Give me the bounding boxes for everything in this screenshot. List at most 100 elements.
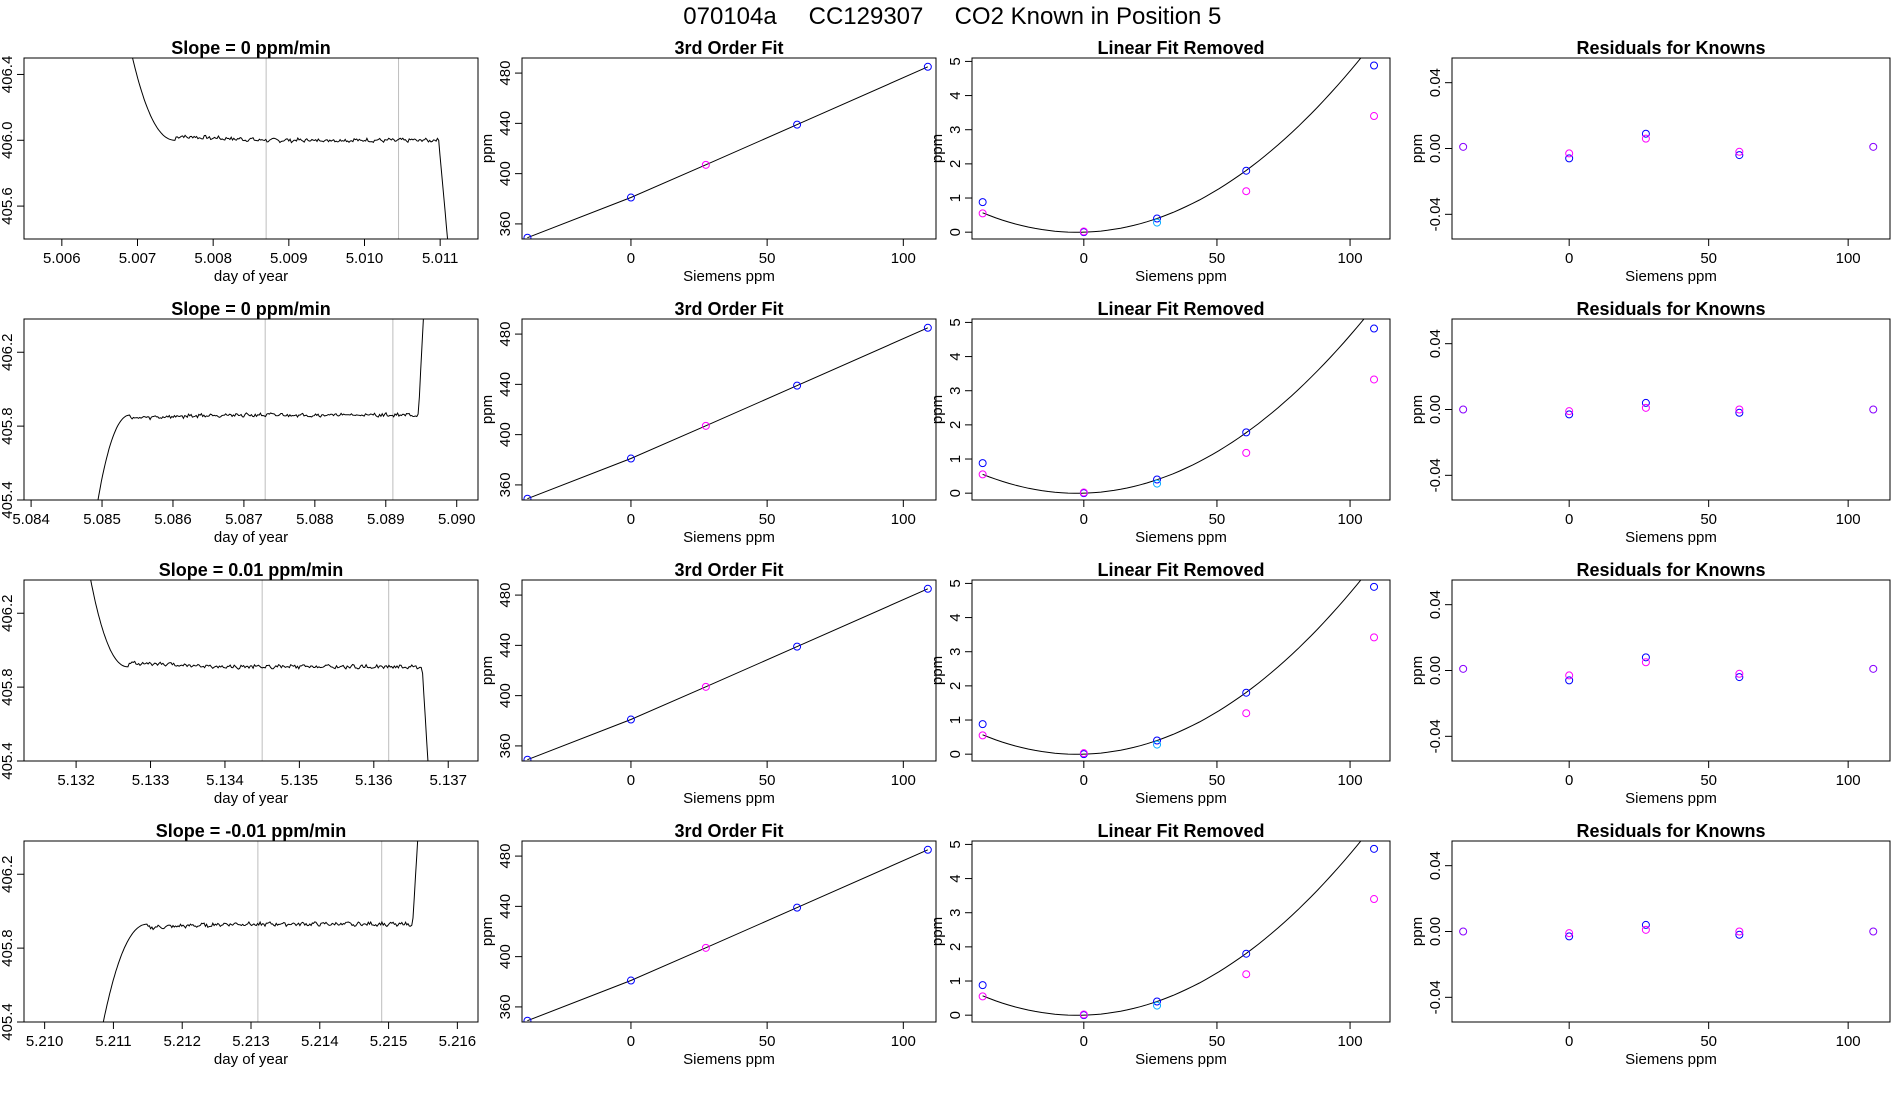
data-point: [1641, 658, 1650, 667]
plot-area: [978, 841, 1379, 1020]
x-tick-label: 100: [1338, 1033, 1363, 1050]
data-point: [1735, 151, 1744, 160]
x-axis-label: Siemens ppm: [1625, 790, 1717, 807]
x-tick-label: 0: [1565, 772, 1573, 789]
plot-area: [90, 580, 429, 761]
fit-curve: [982, 58, 1362, 233]
data-point: [1565, 410, 1574, 419]
plot-area: [1459, 398, 1878, 419]
y-tick-label: 5: [947, 579, 964, 587]
x-axis-label: Siemens ppm: [1135, 790, 1227, 807]
data-point: [1459, 664, 1468, 673]
x-tick-label: 100: [891, 250, 916, 267]
panel-title: Linear Fit Removed: [1097, 299, 1264, 319]
data-point: [1370, 895, 1379, 904]
panel-r2-c3: Linear Fit Removed 0 50 100 0 1 2 3 4 5 Siemens pp…: [929, 299, 1391, 546]
x-tick-label: 0: [627, 1033, 635, 1050]
y-tick-label: 2: [947, 160, 964, 168]
data-point: [1079, 227, 1088, 236]
y-tick-label: 4: [947, 613, 964, 621]
x-tick-label: 100: [1338, 511, 1363, 528]
y-tick-label: 0.04: [1427, 590, 1444, 619]
data-point: [626, 715, 635, 724]
panel-r1-c3: Linear Fit Removed 0 50 100 0 1 2 3 4 5 Siemens pp…: [929, 38, 1391, 285]
panel-grid: Slope = 0 ppm/min 5.006 5.007 5.008 5.009 5.0…: [0, 38, 1891, 1068]
x-tick-label: 50: [1700, 1033, 1717, 1050]
y-tick-label: 406.0: [0, 121, 16, 159]
data-point: [1242, 448, 1251, 457]
data-point: [523, 494, 532, 500]
data-point: [978, 981, 987, 990]
y-tick-label: 0: [947, 228, 964, 236]
data-point: [1565, 671, 1574, 680]
x-tick-label: 100: [891, 772, 916, 789]
x-tick-label: 5.087: [225, 511, 263, 528]
data-point: [1459, 405, 1468, 414]
plot-frame: [23, 579, 479, 762]
panel-title: Linear Fit Removed: [1097, 38, 1264, 58]
y-tick-label: 3: [947, 387, 964, 395]
data-point: [1079, 749, 1088, 758]
y-tick-label: 406.2: [0, 333, 16, 371]
x-tick-label: 0: [627, 250, 635, 267]
data-point: [978, 198, 987, 207]
data-point: [701, 943, 710, 952]
y-tick-label: 440: [497, 894, 514, 919]
panel-r2-c4: Residuals for Knowns 0 50 100 -0.04 0.00 0.04 S…: [1409, 299, 1891, 546]
header-cylinder: CC129307: [809, 3, 924, 30]
x-tick-label: 50: [1700, 772, 1717, 789]
data-point: [793, 120, 802, 129]
x-tick-label: 5.213: [232, 1033, 270, 1050]
fit-curve: [982, 580, 1362, 755]
plot-area: [102, 841, 419, 1022]
header-description: CO2 Known in Position 5: [955, 3, 1222, 30]
panel-r4-c4: Residuals for Knowns 0 50 100 -0.04 0.00 0.04 S…: [1409, 821, 1891, 1068]
x-axis-label: day of year: [214, 1051, 288, 1068]
data-point: [1242, 970, 1251, 979]
x-tick-label: 5.214: [301, 1033, 339, 1050]
x-tick-label: 0: [627, 511, 635, 528]
y-tick-label: 480: [497, 583, 514, 608]
data-point: [793, 381, 802, 390]
x-tick-label: 5.008: [194, 250, 232, 267]
data-point: [978, 209, 987, 218]
y-tick-label: 480: [497, 322, 514, 347]
y-tick-label: 406.4: [0, 56, 16, 94]
data-point: [1153, 1001, 1162, 1010]
x-tick-label: 5.215: [370, 1033, 408, 1050]
x-tick-label: 5.212: [163, 1033, 201, 1050]
panel-r3-c4: Residuals for Knowns 0 50 100 -0.04 0.00 0.04 S…: [1409, 560, 1891, 807]
data-point: [1641, 920, 1650, 929]
y-tick-label: 0.00: [1427, 656, 1444, 685]
x-tick-label: 5.088: [296, 511, 334, 528]
data-point: [923, 845, 932, 854]
x-tick-label: 100: [1836, 511, 1861, 528]
data-point: [793, 903, 802, 912]
x-tick-label: 5.006: [43, 250, 81, 267]
data-point: [1459, 142, 1468, 151]
x-tick-label: 100: [891, 511, 916, 528]
data-point: [1869, 405, 1878, 414]
x-tick-label: 50: [1209, 1033, 1226, 1050]
y-tick-label: 0: [947, 750, 964, 758]
x-tick-label: 100: [1338, 772, 1363, 789]
data-point: [1079, 1010, 1088, 1019]
data-point: [793, 642, 802, 651]
y-axis-label: ppm: [929, 395, 946, 424]
data-point: [978, 720, 987, 729]
panel-r4-c1: Slope = -0.01 ppm/min 5.210 5.211 5.212 5.21…: [0, 821, 479, 1068]
y-tick-label: 3: [947, 126, 964, 134]
plot-frame: [521, 579, 937, 762]
x-tick-label: 50: [1700, 511, 1717, 528]
x-tick-label: 5.136: [355, 772, 393, 789]
x-tick-label: 50: [1209, 250, 1226, 267]
x-tick-label: 0: [1565, 1033, 1573, 1050]
x-tick-label: 50: [1700, 250, 1717, 267]
data-point: [1565, 154, 1574, 163]
plot-area: [132, 58, 449, 239]
x-tick-label: 50: [759, 772, 776, 789]
data-trace: [97, 319, 424, 500]
data-point: [701, 160, 710, 169]
y-tick-label: 400: [497, 683, 514, 708]
x-tick-label: 50: [759, 250, 776, 267]
